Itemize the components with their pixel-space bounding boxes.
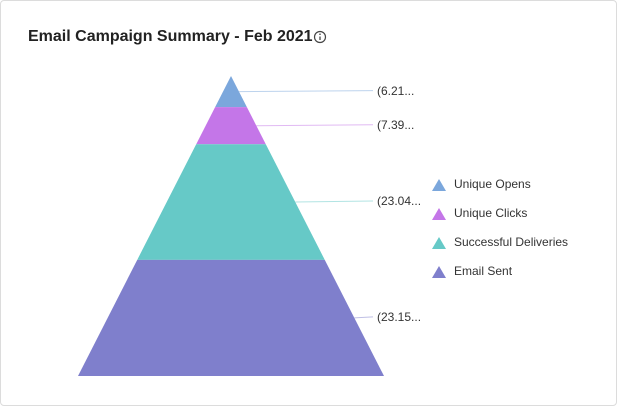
label-connector xyxy=(295,200,374,203)
legend-marker xyxy=(432,266,446,278)
data-label: (23.04... xyxy=(377,194,421,208)
info-icon[interactable] xyxy=(313,30,327,44)
legend-marker xyxy=(432,208,446,220)
legend-marker xyxy=(432,237,446,249)
data-label: (7.39... xyxy=(377,118,414,132)
pyramid-segment xyxy=(78,259,384,376)
legend-label: Successful Deliveries xyxy=(454,235,568,249)
data-label: (6.21... xyxy=(377,84,414,98)
legend-marker xyxy=(432,179,446,191)
pyramid-segment xyxy=(196,107,266,145)
label-connector xyxy=(354,316,374,319)
label-connector xyxy=(238,90,374,93)
pyramid-segment xyxy=(137,144,325,260)
pyramid-segment xyxy=(215,76,247,108)
legend-label: Unique Opens xyxy=(454,177,531,191)
legend-label: Unique Clicks xyxy=(454,206,527,220)
data-label: (23.15... xyxy=(377,310,421,324)
legend-label: Email Sent xyxy=(454,264,513,278)
label-connector xyxy=(256,124,374,127)
chart-title: Email Campaign Summary - Feb 2021 xyxy=(28,28,313,45)
